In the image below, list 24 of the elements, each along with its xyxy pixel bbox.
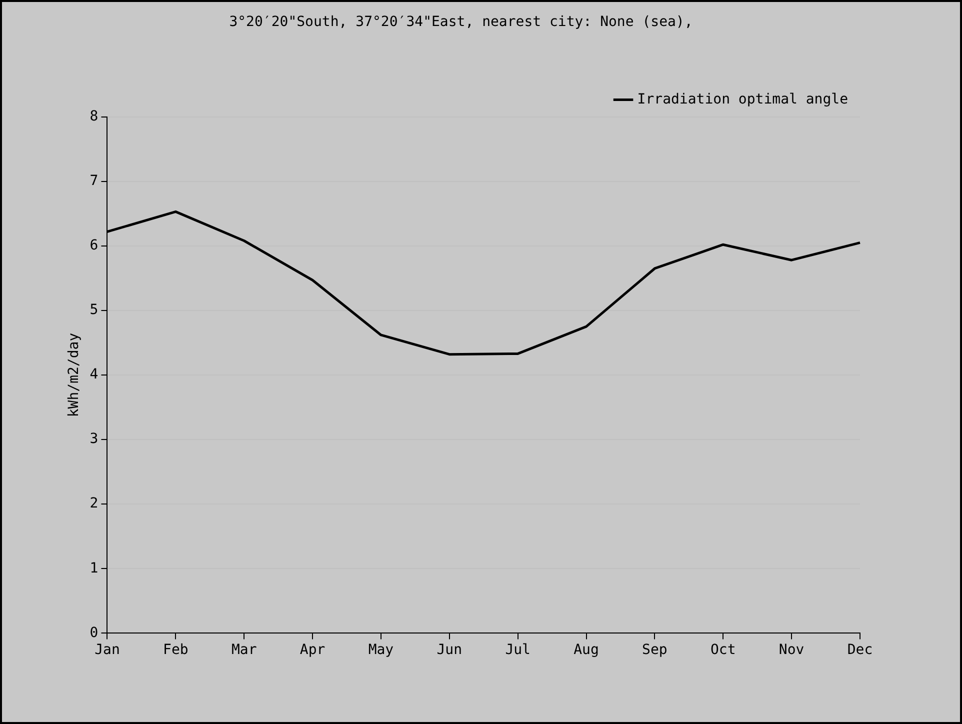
x-tick-label: Sep (642, 642, 668, 658)
y-tick-label: 0 (90, 624, 98, 641)
x-tick-label: Jan (94, 642, 120, 658)
y-tick-label: 5 (90, 302, 98, 318)
x-tick-label: Jul (505, 642, 530, 658)
x-tick-label: Jun (436, 642, 462, 658)
y-tick-label: 2 (90, 496, 98, 512)
y-tick-label: 7 (90, 172, 98, 189)
x-tick-label: Nov (778, 642, 804, 658)
y-tick-label: 3 (90, 431, 98, 448)
y-tick-label: 8 (90, 108, 98, 124)
y-tick-label: 1 (90, 560, 98, 576)
x-tick-label: May (368, 642, 394, 658)
x-tick-label: Dec (847, 642, 873, 658)
x-tick-label: Apr (300, 642, 326, 658)
legend-label: Irradiation optimal angle (637, 91, 848, 108)
chart-title: 3°20′20"South, 37°20′34"East, nearest city: None (sea), (229, 14, 693, 30)
x-tick-label: Aug (574, 642, 599, 658)
x-tick-label: Feb (163, 642, 188, 658)
y-tick-label: 6 (90, 238, 98, 254)
x-tick-label: Oct (710, 642, 736, 658)
x-tick-label: Mar (231, 642, 257, 658)
y-tick-label: 4 (90, 366, 98, 383)
y-axis-title: kWh/m2/day (66, 332, 82, 418)
